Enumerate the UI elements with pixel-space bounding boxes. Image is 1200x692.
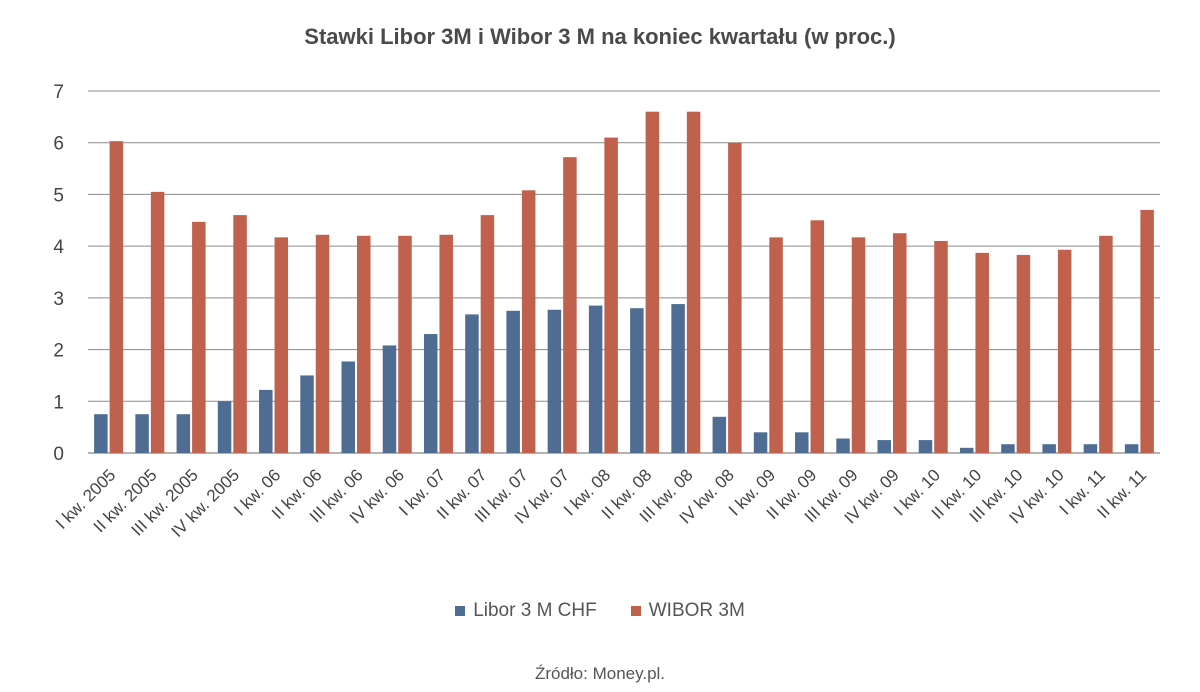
y-tick-label: 7 [53, 82, 64, 103]
bar-wibor [1016, 254, 1031, 453]
bar-wibor [233, 215, 247, 453]
bar-wibor [975, 252, 989, 453]
bar-libor [1083, 444, 1098, 453]
legend-label-libor: Libor 3 M CHF [473, 600, 597, 621]
bar-libor [795, 432, 809, 453]
bar-libor [630, 308, 644, 453]
source-note: Źródło: Money.pl. [534, 664, 666, 683]
bar-libor [300, 375, 314, 453]
bar-libor [712, 416, 727, 453]
bar-wibor [851, 237, 866, 453]
bar-libor [1124, 444, 1139, 453]
bar-libor [506, 310, 520, 453]
y-tick-label: 4 [53, 237, 64, 258]
bar-wibor [893, 233, 907, 453]
legend-label-wibor: WIBOR 3M [648, 600, 745, 621]
bar-libor [588, 305, 603, 453]
bar-libor [918, 440, 933, 453]
bar-wibor [645, 111, 660, 453]
bar-wibor [1057, 249, 1072, 453]
bar-wibor [1099, 235, 1113, 453]
bar-libor [94, 414, 108, 453]
legend-swatch-libor [455, 606, 466, 616]
y-tick-label: 0 [53, 444, 64, 465]
bar-wibor [357, 235, 371, 453]
bar-libor [423, 334, 438, 453]
y-axis-ticks: 0 1 2 3 4 5 6 7 [53, 82, 64, 465]
bar-wibor [934, 240, 948, 453]
bars [94, 111, 1154, 454]
bar-libor [259, 389, 273, 453]
bar-libor [176, 414, 191, 453]
bar-wibor [192, 221, 206, 453]
bar-wibor [728, 142, 742, 453]
bar-libor [1042, 444, 1056, 453]
bar-libor [341, 361, 355, 453]
bar-wibor [521, 190, 536, 454]
y-tick-label: 6 [53, 134, 64, 155]
y-tick-label: 1 [53, 392, 64, 413]
bar-wibor [439, 234, 453, 453]
bar-libor [547, 309, 562, 453]
bar-wibor [150, 191, 165, 453]
bar-libor [217, 401, 232, 453]
bar-libor [465, 314, 479, 453]
legend-item-wibor: WIBOR 3M [630, 600, 745, 622]
bar-libor [382, 345, 397, 453]
legend: Libor 3 M CHF WIBOR 3M [0, 600, 1200, 622]
bar-libor [877, 440, 891, 453]
bar-libor [753, 432, 768, 453]
bar-wibor [315, 234, 330, 453]
y-tick-label: 3 [53, 289, 64, 310]
chart-title: Stawki Libor 3M i Wibor 3 M na koniec kw… [304, 24, 896, 49]
bar-libor [836, 438, 850, 453]
bar-wibor [604, 137, 618, 454]
bar-wibor [109, 141, 124, 453]
bar-libor [135, 414, 149, 453]
bar-wibor [398, 235, 412, 453]
bar-wibor [686, 111, 701, 453]
bar-libor [1001, 444, 1015, 453]
bar-wibor [769, 237, 783, 453]
legend-swatch-wibor [630, 606, 641, 616]
bar-wibor [563, 157, 577, 453]
bar-wibor [810, 220, 825, 453]
y-tick-label: 2 [53, 341, 64, 362]
bar-wibor [1140, 209, 1154, 453]
bar-libor [671, 304, 685, 453]
y-tick-label: 5 [53, 185, 64, 206]
bar-wibor [274, 237, 289, 453]
bar-libor [959, 447, 974, 453]
legend-item-libor: Libor 3 M CHF [455, 600, 597, 622]
gridlines [88, 90, 1160, 454]
bar-wibor [480, 215, 495, 453]
